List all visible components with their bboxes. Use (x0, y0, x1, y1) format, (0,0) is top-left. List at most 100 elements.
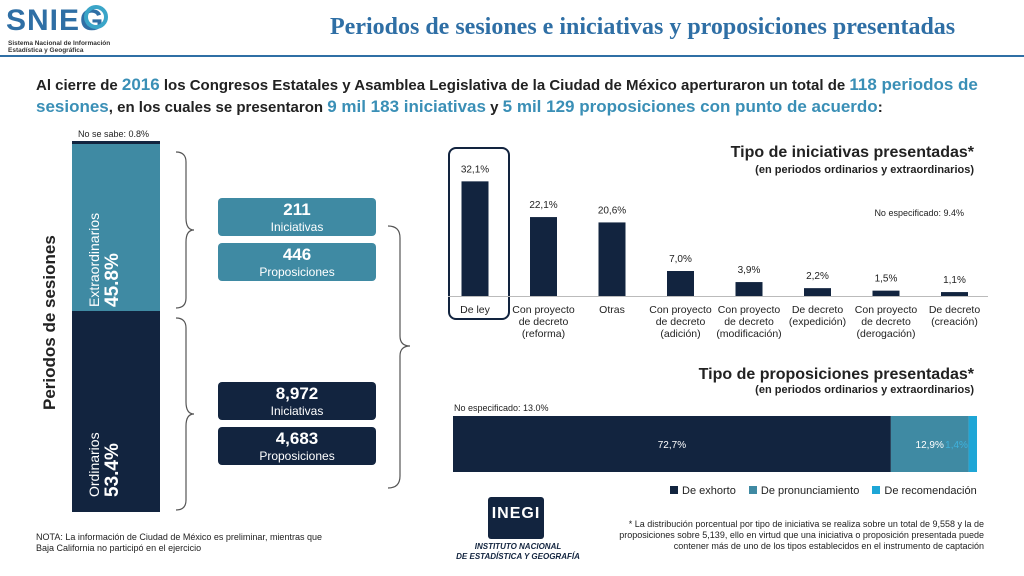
initiatives-category-label: (adición) (660, 328, 700, 340)
initiatives-category-label: (reforma) (522, 328, 565, 340)
snieg-logo-subtitle: Sistema Nacional de Información Estadíst… (8, 40, 110, 54)
intro-text-1: Al cierre de (36, 77, 122, 94)
extra-proposals-value: 446 (282, 245, 312, 264)
page-title: Periodos de sesiones e iniciativas y pro… (330, 14, 956, 40)
extraordinary-label: Extraordinarios 45.8% (86, 213, 124, 307)
legend-item-exhorto: De exhorto (670, 485, 736, 497)
initiatives-not-specified: No especificado: 9.4% (874, 208, 964, 218)
legend-item-recomendacion: De recomendación (872, 485, 977, 497)
ord-proposals-value: 4,683 (275, 429, 319, 448)
ordinary-label: Ordinarios 53.4% (86, 432, 124, 497)
initiatives-bar (598, 222, 626, 296)
initiatives-bar (941, 292, 968, 296)
legend-swatch-recomendacion (872, 486, 881, 494)
boxes-brace (387, 225, 411, 489)
extra-initiatives-label: Iniciativas (270, 220, 324, 234)
intro-paragraph: Al cierre de 2016 los Congresos Estatale… (36, 74, 996, 118)
inegi-name-line1: INSTITUTO NACIONAL (474, 542, 562, 551)
intro-proposals: 5 mil 129 proposiciones con punto de acu… (502, 97, 878, 116)
extra-initiatives-box: 211 Iniciativas (218, 198, 376, 236)
initiatives-category-label: Con proyecto (718, 304, 781, 316)
legend-item-pronunciamiento: De pronunciamiento (748, 485, 860, 497)
initiatives-category-label: Con proyecto (512, 304, 575, 316)
initiatives-category-label: Con proyecto (855, 304, 918, 316)
ordinary-name: Ordinarios (86, 432, 102, 497)
intro-year: 2016 (121, 75, 160, 94)
intro-text-2: los Congresos Estatales y Asamblea Legis… (159, 77, 850, 94)
proposals-segment (890, 416, 969, 472)
initiatives-value-label: 3,9% (738, 265, 761, 276)
proposals-legend: De exhorto De pronunciamiento De recomen… (670, 485, 987, 497)
proposals-stacked-bar: 72,7% 12,9% 1,4% (453, 416, 977, 472)
ordinary-segment: Ordinarios 53.4% (72, 311, 160, 512)
extra-proposals-box: 446 Proposiciones (218, 243, 376, 281)
initiatives-category-label: De decreto (929, 304, 981, 316)
logo-subtitle-line1: Sistema Nacional de Información (8, 40, 111, 47)
initiatives-bar (667, 271, 694, 296)
title-divider (0, 55, 1024, 57)
initiatives-category-label: de decreto (519, 316, 569, 328)
inegi-name-line2: DE ESTADÍSTICA Y GEOGRAFÍA (456, 552, 580, 561)
ordinary-pct: 53.4% (102, 443, 123, 497)
initiatives-category-label: De decreto (792, 304, 844, 316)
snieg-logo: SNIEG Sistema Nacional de Información Es… (6, 4, 118, 54)
intro-text-4: y (485, 99, 503, 116)
initiatives-bar (804, 288, 831, 296)
extraordinary-name: Extraordinarios (86, 212, 102, 307)
extraordinary-pct: 45.8% (102, 253, 123, 307)
proposals-chart-subtitle: (en periodos ordinarios y extraordinario… (755, 384, 974, 396)
initiatives-category-label: de decreto (724, 316, 774, 328)
ord-proposals-box: 4,683 Proposiciones (218, 427, 376, 465)
initiatives-category-label: (expedición) (789, 316, 846, 328)
unknown-share-segment (72, 141, 160, 144)
footnote-text: * La distribución porcentual por tipo de… (619, 519, 984, 551)
proposals-segment-label: 1,4% (945, 440, 968, 451)
initiatives-category-label: (modificación) (716, 328, 781, 340)
inegi-mark-text: INEGI (491, 505, 541, 522)
intro-periods: 118 periodos de sesiones (36, 75, 978, 116)
proposals-chart-title: Tipo de proposiciones presentadas* (698, 366, 974, 383)
intro-text-3: , en los cuales se presentaron (108, 99, 328, 116)
initiatives-category-label: Con proyecto (649, 304, 712, 316)
ordinary-brace (175, 317, 195, 511)
initiatives-value-label: 1,5% (875, 274, 898, 285)
proposals-segment (968, 416, 977, 472)
initiatives-category-label: (creación) (931, 316, 978, 328)
proposals-not-specified: No especificado: 13.0% (454, 403, 549, 413)
proposals-segment (453, 416, 891, 472)
ord-initiatives-box: 8,972 Iniciativas (218, 382, 376, 420)
legend-swatch-exhorto (670, 486, 678, 494)
initiatives-value-label: 22,1% (529, 200, 557, 211)
inegi-logo: INEGI INSTITUTO NACIONAL DE ESTADÍSTICA … (448, 497, 588, 563)
ord-proposals-label: Proposiciones (259, 449, 335, 463)
ord-initiatives-value: 8,972 (275, 384, 319, 403)
initiatives-category-label: de decreto (656, 316, 706, 328)
proposals-segment-label: 12,9% (916, 440, 944, 451)
extraordinary-brace (175, 151, 195, 309)
initiatives-chart-subtitle: (en periodos ordinarios y extraordinario… (755, 164, 974, 176)
extra-proposals-label: Proposiciones (259, 265, 335, 279)
initiatives-category-label: De ley (460, 304, 491, 316)
ord-initiatives-label: Iniciativas (270, 404, 324, 418)
intro-text-5: : (877, 99, 883, 116)
unknown-share-label: No se sabe: 0.8% (78, 129, 150, 139)
initiatives-value-label: 1,1% (943, 275, 966, 286)
periods-axis-label: Periodos de sesiones (40, 235, 59, 410)
initiatives-value-label: 32,1% (461, 164, 489, 175)
extraordinary-segment: Extraordinarios 45.8% (72, 144, 160, 311)
initiatives-bar (461, 181, 489, 296)
initiatives-category-label: Otras (599, 304, 625, 316)
intro-initiatives: 9 mil 183 iniciativas (327, 97, 486, 116)
legend-label-pronunciamiento: De pronunciamiento (760, 485, 860, 497)
note-text: NOTA: La información de Ciudad de México… (36, 532, 322, 553)
logo-subtitle-line2: Estadística y Geográfica (8, 47, 84, 54)
legend-label-recomendacion: De recomendación (884, 485, 977, 497)
initiatives-value-label: 7,0% (669, 254, 692, 265)
initiatives-bar (530, 217, 557, 296)
logo-ring-icon (84, 5, 108, 29)
initiatives-bar (872, 290, 900, 296)
initiatives-bar (735, 282, 763, 296)
inegi-mark-icon: INEGI (488, 497, 544, 539)
initiatives-value-label: 2,2% (806, 271, 829, 282)
